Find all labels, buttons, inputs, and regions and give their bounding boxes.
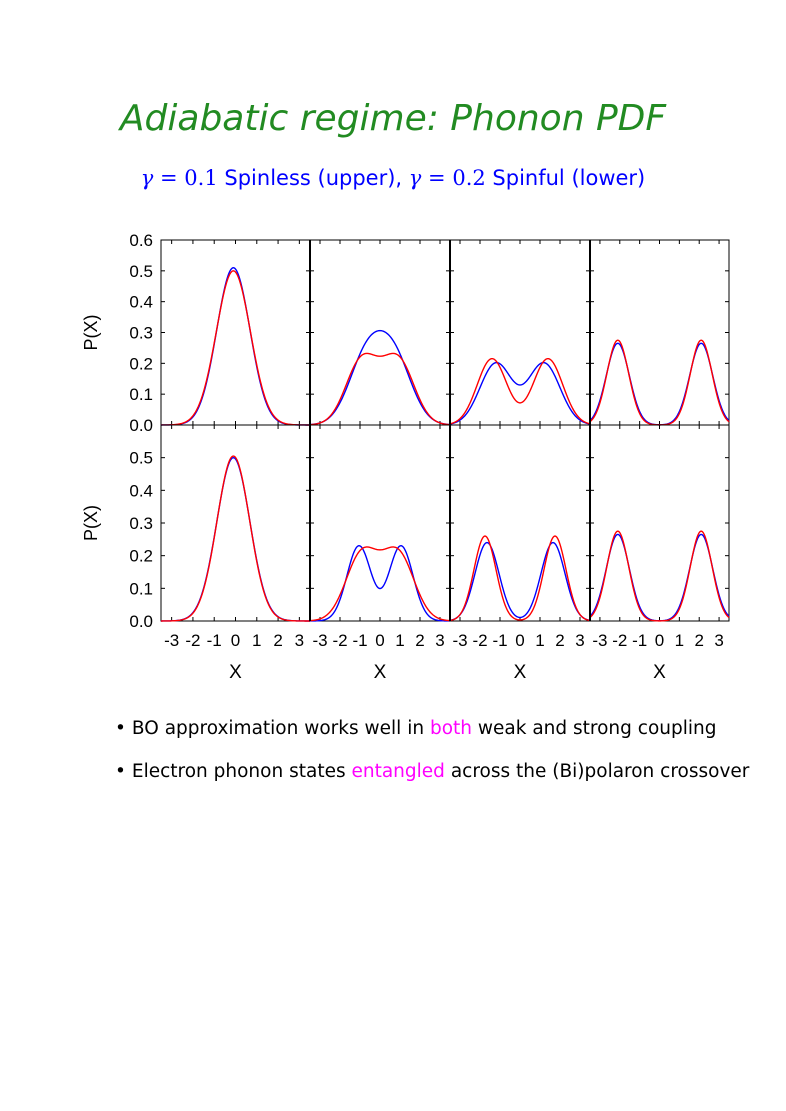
series-line [589, 530, 730, 622]
x-tick-label: 3 [435, 631, 444, 650]
x-tick-label: -1 [352, 631, 367, 650]
series-line [310, 544, 450, 622]
y-tick-label: 0.4 [129, 293, 153, 312]
x-tick-label: 0 [231, 631, 240, 650]
y-tick-label: 0.4 [129, 481, 153, 500]
x-tick-label: 3 [575, 631, 584, 650]
x-tick-label: 1 [535, 631, 544, 650]
x-tick-label: 1 [395, 631, 404, 650]
bullet-item: • Electron phonon states entangled acros… [115, 755, 749, 798]
bullet-text: weak and strong coupling [477, 718, 717, 739]
equals-sign: = [160, 166, 178, 190]
x-tick-label: 3 [295, 631, 304, 650]
x-tick-label: -2 [185, 631, 200, 650]
series-line [161, 270, 310, 426]
gamma-symbol: γ [140, 166, 154, 190]
gamma-lower-math: γ = 0.2 [409, 166, 486, 190]
series-line [449, 357, 591, 425]
bullet-text: BO approximation works well in [131, 718, 425, 739]
bullet-item: • BO approximation works well in both we… [115, 712, 749, 755]
series-line [589, 339, 730, 426]
y-tick-label: 0.5 [129, 262, 153, 281]
y-tick-label: 0.1 [129, 385, 153, 404]
x-axis-label: X [374, 662, 387, 683]
y-tick-label: 0.2 [129, 547, 153, 566]
x-tick-label: 1 [252, 631, 261, 650]
y-tick-label: 0.5 [129, 449, 153, 468]
series-line [161, 456, 310, 622]
panel-frame [589, 424, 730, 622]
panel-frame [160, 424, 311, 622]
x-tick-label: 2 [555, 631, 564, 650]
x-tick-label: 2 [415, 631, 424, 650]
equals-sign: = [428, 166, 446, 190]
subtitle-upper-text: Spinless (upper), [224, 166, 403, 190]
series-line [449, 535, 591, 622]
x-tick-label: -2 [612, 631, 627, 650]
gamma-upper-value: 0.1 [184, 166, 218, 190]
x-tick-label: 3 [714, 631, 723, 650]
panel-frame [449, 239, 591, 426]
y-axis-label: P(X) [81, 315, 101, 351]
x-tick-label: 2 [694, 631, 703, 650]
x-tick-label: -1 [207, 631, 222, 650]
y-tick-label: 0.0 [129, 612, 153, 631]
series-line [449, 541, 591, 622]
y-tick-label: 0.3 [129, 514, 153, 533]
series-line [161, 455, 310, 622]
x-axis-label: X [229, 662, 242, 683]
gamma-upper-math: γ = 0.1 [141, 166, 218, 190]
x-tick-label: -2 [332, 631, 347, 650]
y-tick-label: 0.6 [129, 231, 153, 250]
panel-frame [309, 424, 451, 622]
y-tick-label: 0.2 [129, 354, 153, 373]
panel-frame [309, 239, 451, 426]
x-tick-label: -3 [164, 631, 179, 650]
panel-frame [449, 424, 591, 622]
panel-frame [160, 239, 311, 426]
y-axis-label: P(X) [81, 505, 101, 541]
y-tick-label: 0.3 [129, 324, 153, 343]
x-tick-label: 0 [515, 631, 524, 650]
x-tick-label: 0 [655, 631, 664, 650]
bullet-text: across the (Bi)polaron crossover [450, 761, 750, 782]
gamma-lower-value: 0.2 [452, 166, 486, 190]
bullet-highlight: both [429, 718, 472, 739]
x-axis-label: X [653, 662, 666, 683]
x-axis-label: X [514, 662, 527, 683]
y-tick-label: 0.1 [129, 579, 153, 598]
bullet-text: Electron phonon states [131, 761, 346, 782]
gamma-symbol: γ [408, 166, 422, 190]
subtitle-lower-text: Spinful (lower) [492, 166, 646, 190]
slide-title: Adiabatic regime: Phonon PDF [119, 98, 667, 139]
series-line [161, 267, 310, 426]
x-tick-label: -3 [452, 631, 467, 650]
phonon-pdf-figure: 0.00.10.20.30.40.50.6P(X)-3 -2 -1 0 1 2 3X-3 -2… [81, 231, 730, 683]
series-line [449, 361, 591, 425]
x-tick-label: -2 [472, 631, 487, 650]
x-tick-label: 0 [375, 631, 384, 650]
x-tick-label: -1 [632, 631, 647, 650]
x-tick-label: 1 [675, 631, 684, 650]
slide-subtitle: γ = 0.1 Spinless (upper), γ = 0.2 Spinfu… [0, 163, 786, 193]
y-tick-label: 0.0 [129, 416, 153, 435]
x-tick-label: 2 [273, 631, 282, 650]
x-tick-label: -3 [592, 631, 607, 650]
series-line [309, 352, 451, 426]
panel-frame [589, 239, 730, 426]
bullet-icon: • [115, 718, 126, 739]
series-line [309, 329, 451, 426]
bullet-highlight: entangled [351, 761, 445, 782]
x-tick-label: -1 [492, 631, 507, 650]
series-line [309, 546, 451, 622]
bullet-icon: • [115, 761, 126, 782]
bullet-list: • BO approximation works well in both we… [115, 712, 749, 798]
x-tick-label: -3 [312, 631, 327, 650]
